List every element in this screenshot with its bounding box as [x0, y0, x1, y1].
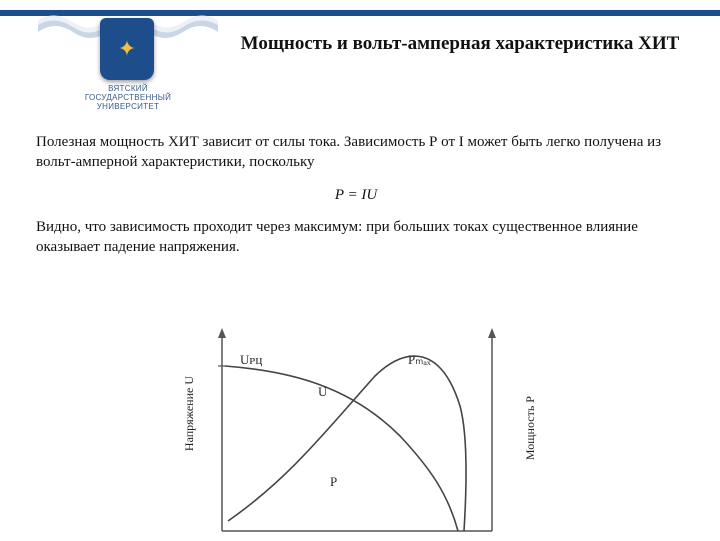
paragraph-2: Видно, что зависимость проходит через ма… — [36, 217, 676, 258]
university-name: ВЯТСКИЙ ГОСУДАРСТВЕННЫЙ УНИВЕРСИТЕТ — [78, 84, 178, 112]
y-axis-right-arrow — [488, 328, 496, 338]
chart: Напряжение U Мощность P Uᴘц U P Pₘₐₓ — [180, 316, 540, 536]
y-left-label: Напряжение U — [182, 376, 197, 451]
label-pmax: Pₘₐₓ — [408, 352, 431, 368]
p-curve — [228, 356, 466, 531]
label-u: U — [318, 384, 327, 400]
emblem-icon: ✦ — [118, 38, 136, 60]
chart-svg — [180, 316, 540, 536]
label-urc: Uᴘц — [240, 352, 262, 368]
label-p: P — [330, 474, 337, 490]
ribbon-right — [148, 12, 218, 40]
slide-title: Мощность и вольт-амперная характеристика… — [220, 32, 700, 56]
y-axis-left-arrow — [218, 328, 226, 338]
paragraph-1: Полезная мощность ХИТ зависит от силы то… — [36, 132, 676, 173]
body-text: Полезная мощность ХИТ зависит от силы то… — [36, 132, 676, 269]
university-emblem: ✦ — [100, 18, 154, 80]
ribbon-left — [38, 12, 108, 40]
formula: P = IU — [36, 185, 676, 205]
header-bar — [0, 10, 720, 16]
y-right-label: Мощность P — [523, 396, 538, 460]
u-curve — [225, 366, 458, 531]
